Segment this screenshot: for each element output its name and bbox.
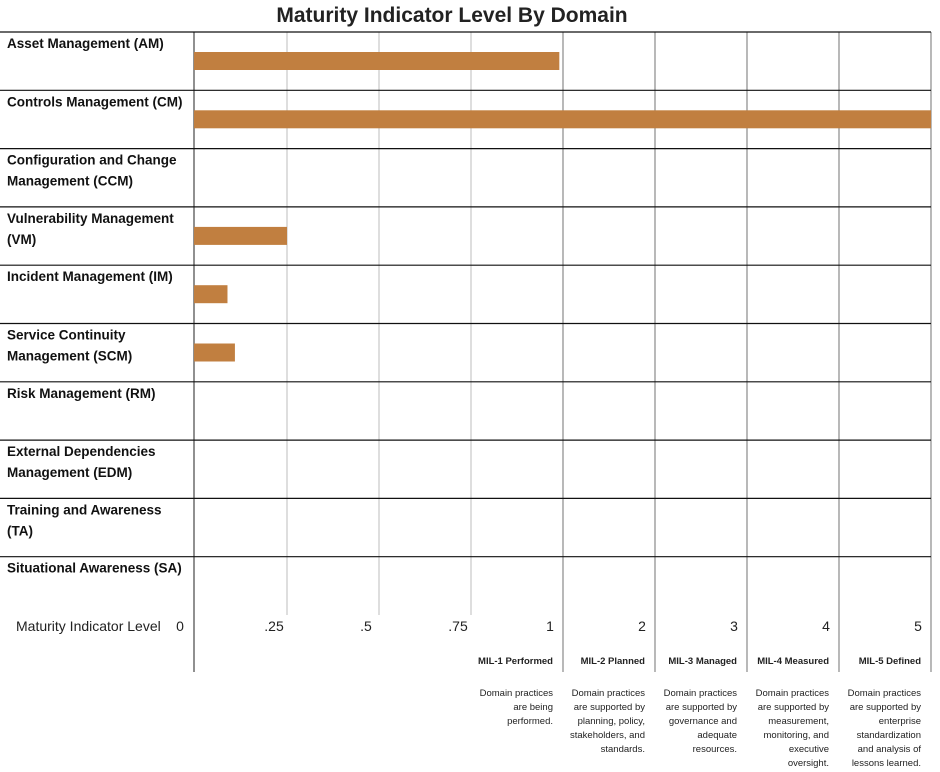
row-label-training-and-awareness-ta: Training and Awareness (TA) xyxy=(7,502,162,538)
row-label-asset-management-am: Asset Management (AM) xyxy=(7,36,164,51)
tick-label-4: 4 xyxy=(822,618,830,634)
level-desc-mil-5-defined: Domain practices are supported by enterpri… xyxy=(848,688,922,769)
bar-controls-management-cm xyxy=(194,110,931,129)
row-labels: Asset Management (AM) Controls Management… xyxy=(7,36,183,576)
row-label-incident-management-im: Incident Management (IM) xyxy=(7,269,173,284)
bars xyxy=(194,52,931,362)
tick-label-25: .25 xyxy=(264,618,284,634)
level-desc-mil-4-measured: Domain practices are supported by measurem… xyxy=(756,688,830,769)
level-name-mil-4-measured: MIL-4 Measured xyxy=(757,656,829,667)
row-label-configuration-and-change-management-ccm: Configuration and Change Management (CCM) xyxy=(7,153,177,189)
level-desc-mil-3-managed: Domain practices are supported by governan… xyxy=(664,688,738,755)
bar-asset-management-am xyxy=(194,52,560,70)
bar-service-continuity-management-scm xyxy=(194,343,235,362)
level-name-mil-3-managed: MIL-3 Managed xyxy=(668,656,737,667)
level-desc-mil-2-planned: Domain practices are supported by planning… xyxy=(570,688,645,755)
level-name-mil-5-defined: MIL-5 Defined xyxy=(859,656,921,667)
tick-label-1: 1 xyxy=(546,618,554,634)
tick-label-0: 0 xyxy=(176,618,184,634)
tick-label-3: 3 xyxy=(730,618,738,634)
tick-label-2: 2 xyxy=(638,618,646,634)
chart-title: Maturity Indicator Level By Domain xyxy=(276,4,627,27)
row-label-risk-management-rm: Risk Management (RM) xyxy=(7,386,156,401)
row-label-vulnerability-management-vm: Vulnerability Management (VM) xyxy=(7,211,174,247)
tick-label-5: 5 xyxy=(914,618,922,634)
level-desc-mil-1-performed: Domain practices are being performed. xyxy=(480,688,554,727)
level-legend: MIL-1 Performed Domain practices are being… xyxy=(478,656,921,769)
level-name-mil-1-performed: MIL-1 Performed xyxy=(478,656,553,667)
row-label-controls-management-cm: Controls Management (CM) xyxy=(7,94,183,109)
row-label-external-dependencies-management-edm: External Dependencies Management (EDM) xyxy=(7,444,156,480)
row-label-service-continuity-management-scm: Service Continuity Management (SCM) xyxy=(7,328,132,364)
bar-incident-management-im xyxy=(194,285,228,304)
row-separators xyxy=(0,31,931,558)
x-axis-title: Maturity Indicator Level xyxy=(16,618,161,634)
tick-label-75: .75 xyxy=(448,618,468,634)
bar-vulnerability-management-vm xyxy=(194,226,287,245)
level-name-mil-2-planned: MIL-2 Planned xyxy=(581,656,646,667)
tick-label-5: .5 xyxy=(360,618,372,634)
row-label-situational-awareness-sa: Situational Awareness (SA) xyxy=(7,561,182,576)
tick-labels: 0 .25 .5 .75 1 2 3 4 5 xyxy=(176,618,922,634)
